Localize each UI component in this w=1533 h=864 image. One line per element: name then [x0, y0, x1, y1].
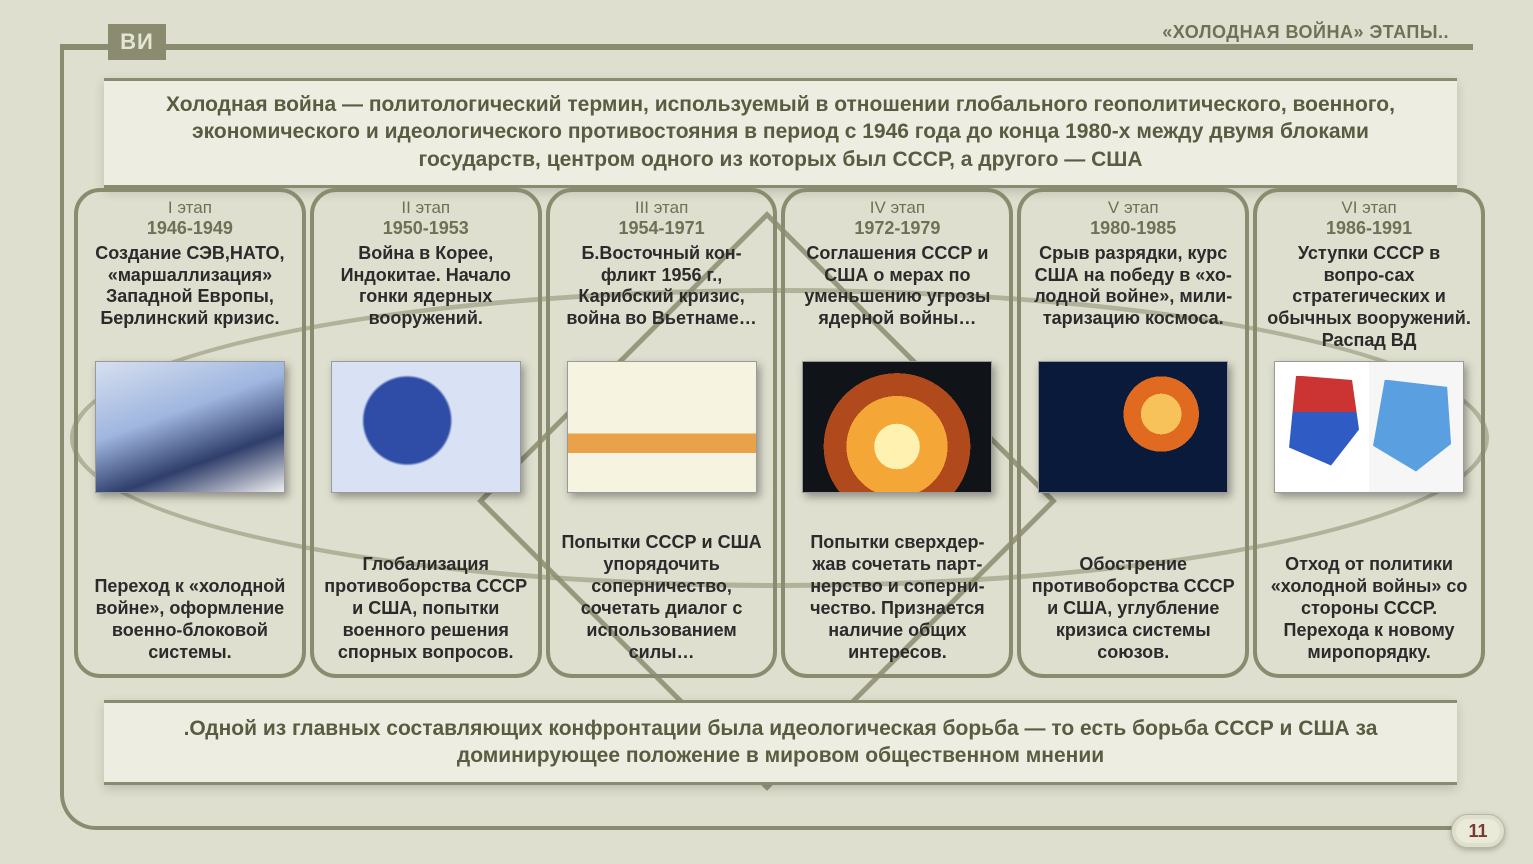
- stage-result: Глобализация противоборства СССР и США, …: [322, 554, 530, 664]
- stage-image-placeholder: [1038, 361, 1228, 493]
- stage-image-placeholder: [1274, 361, 1464, 493]
- stage-years: 1950-1953: [322, 218, 530, 239]
- stage-result: Обострение противоборства СССР и США, уг…: [1029, 554, 1237, 664]
- stage-label: III этап: [558, 198, 766, 218]
- stage-image-placeholder: [95, 361, 285, 493]
- stage-label: II этап: [322, 198, 530, 218]
- stage-years: 1986-1991: [1265, 218, 1473, 239]
- stage-years: 1946-1949: [86, 218, 294, 239]
- series-badge: ВИ: [108, 24, 166, 60]
- stage-events: Б.Восточный кон-фликт 1956 г., Карибский…: [558, 243, 766, 355]
- stage-years: 1972-1979: [793, 218, 1001, 239]
- definition-panel: Холодная война — политологический термин…: [104, 78, 1457, 188]
- stage-events: Война в Корее, Индокитае. Начало гонки я…: [322, 243, 530, 355]
- stage-card-3: III этап 1954-1971 Б.Восточный кон-фликт…: [546, 188, 778, 678]
- stage-card-2: II этап 1950-1953 Война в Корее, Индокит…: [310, 188, 542, 678]
- stage-label: VI этап: [1265, 198, 1473, 218]
- stage-label: IV этап: [793, 198, 1001, 218]
- stage-card-1: I этап 1946-1949 Создание СЭВ,НАТО, «мар…: [74, 188, 306, 678]
- stage-image-placeholder: [802, 361, 992, 493]
- stage-result: Попытки сверхдер-жав сочетать парт-нерст…: [793, 532, 1001, 664]
- stage-events: Соглашения СССР и США о мерах по уменьше…: [793, 243, 1001, 355]
- stage-label: I этап: [86, 198, 294, 218]
- stage-result: Переход к «холодной войне», оформление в…: [86, 576, 294, 664]
- footer-panel: .Одной из главных составляющих конфронта…: [104, 700, 1457, 785]
- stage-image-placeholder: [567, 361, 757, 493]
- stage-years: 1980-1985: [1029, 218, 1237, 239]
- stage-card-4: IV этап 1972-1979 Соглашения СССР и США …: [781, 188, 1013, 678]
- stage-events: Срыв разрядки, курс США на победу в «хо-…: [1029, 243, 1237, 355]
- stage-events: Создание СЭВ,НАТО, «маршаллизация» Запад…: [86, 243, 294, 355]
- page-title: «ХОЛОДНАЯ ВОЙНА» ЭТАПЫ..: [1162, 22, 1449, 43]
- stage-card-6: VI этап 1986-1991 Уступки СССР в вопро-с…: [1253, 188, 1485, 678]
- stage-label: V этап: [1029, 198, 1237, 218]
- stage-years: 1954-1971: [558, 218, 766, 239]
- stage-image-placeholder: [331, 361, 521, 493]
- stage-result: Отход от политики «холодной войны» со ст…: [1265, 554, 1473, 664]
- stage-card-5: V этап 1980-1985 Срыв разрядки, курс США…: [1017, 188, 1249, 678]
- stage-result: Попытки СССР и США упорядочить соперниче…: [558, 532, 766, 664]
- stage-events: Уступки СССР в вопро-сах стратегических …: [1265, 243, 1473, 355]
- stages-row: I этап 1946-1949 Создание СЭВ,НАТО, «мар…: [74, 188, 1485, 678]
- page-number-badge: 11: [1451, 814, 1505, 848]
